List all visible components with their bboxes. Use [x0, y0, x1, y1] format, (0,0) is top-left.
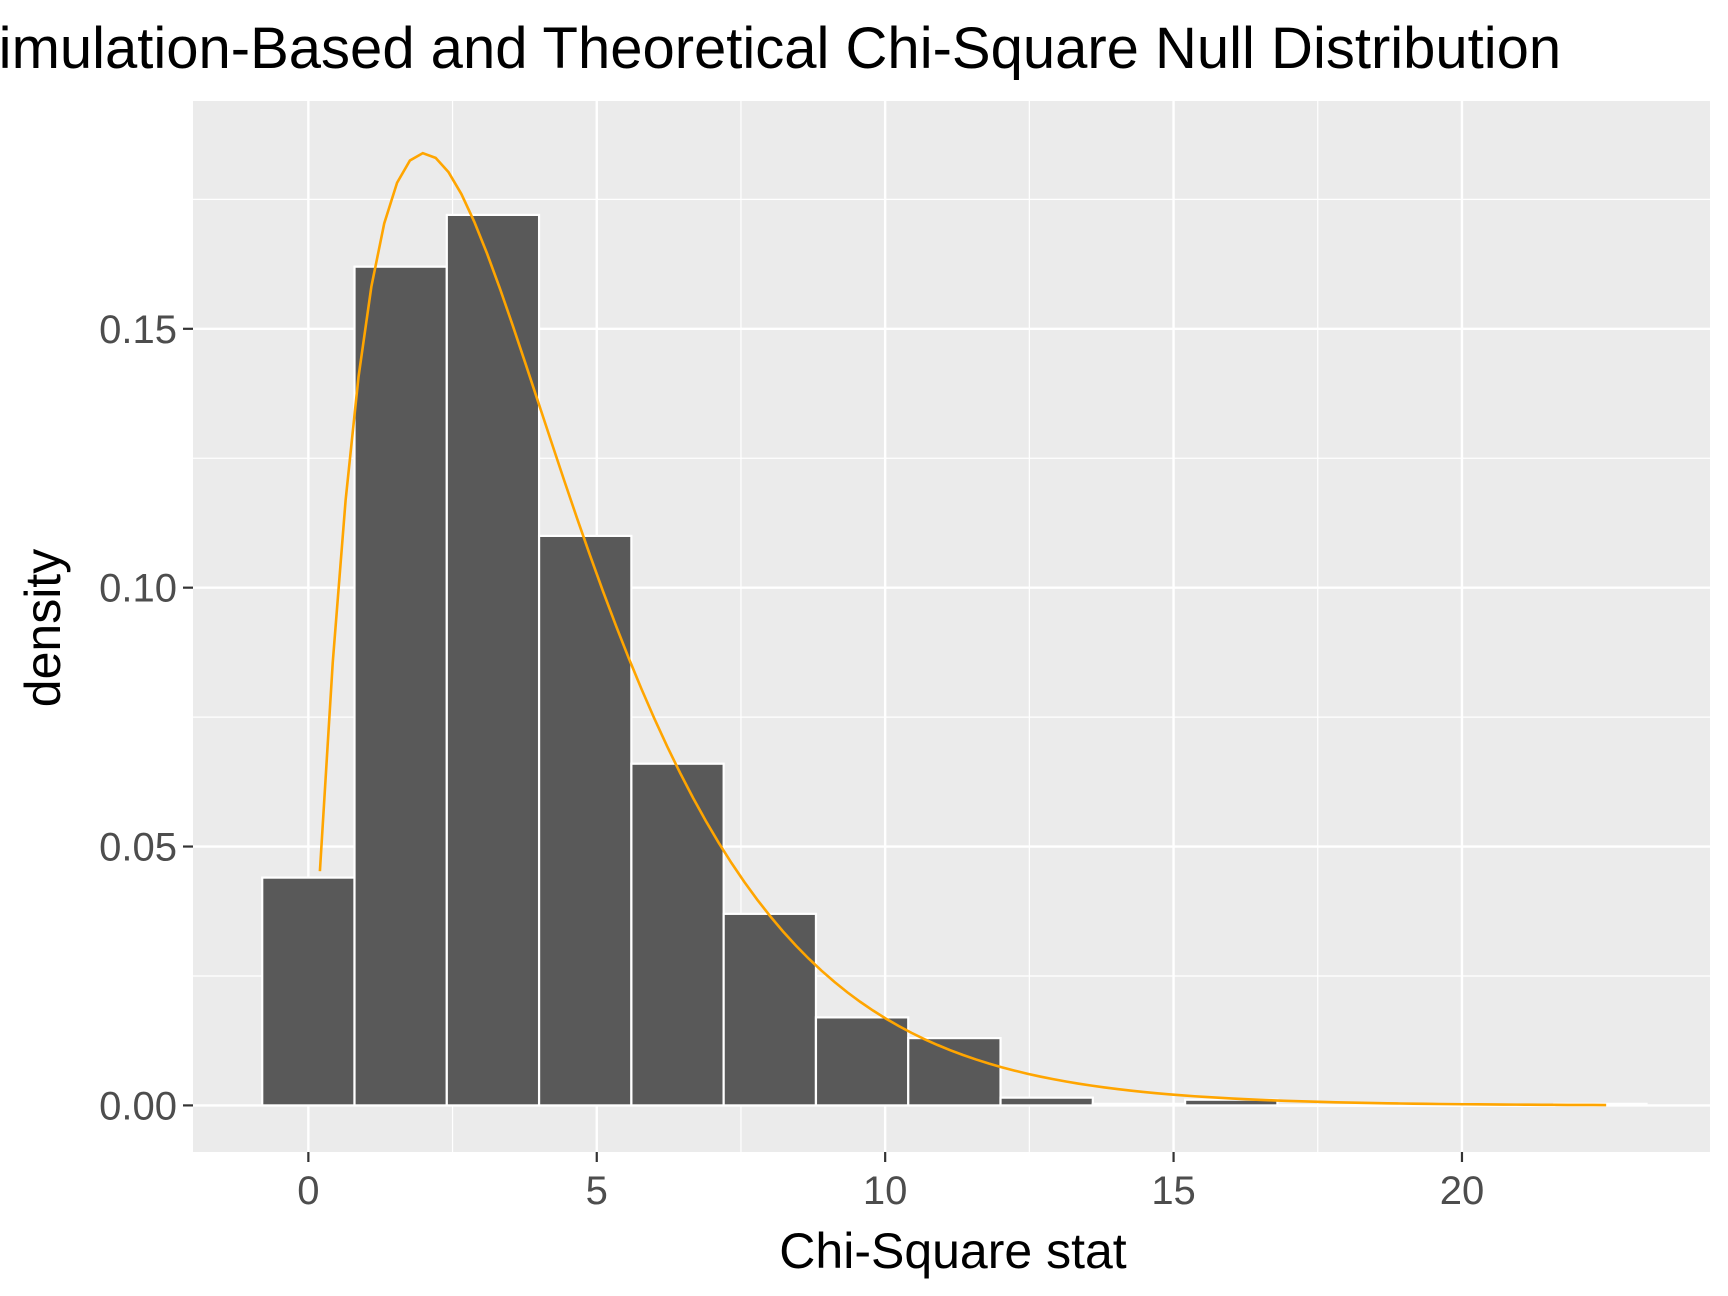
- y-tick-label: 0.00: [99, 1084, 177, 1128]
- histogram-bar: [353, 265, 448, 1107]
- histogram-bar: [999, 1096, 1094, 1107]
- y-tick-label: 0.10: [99, 567, 177, 611]
- histogram-bars: [261, 213, 1648, 1108]
- histogram-bar: [1091, 1102, 1187, 1107]
- histogram-bar: [814, 1016, 910, 1107]
- y-axis-label: density: [15, 549, 71, 707]
- histogram-bar: [445, 213, 541, 1107]
- x-tick-label: 0: [297, 1169, 319, 1213]
- histogram-bar: [1276, 1104, 1371, 1108]
- x-tick-label: 10: [863, 1169, 908, 1213]
- y-tick-label: 0.05: [99, 826, 177, 870]
- histogram-bar: [722, 912, 818, 1107]
- chart-title: Simulation-Based and Theoretical Chi-Squ…: [0, 16, 1561, 81]
- x-axis-label: Chi-Square stat: [779, 1223, 1126, 1279]
- histogram-bar: [537, 534, 633, 1107]
- y-axis: 0.00 0.05 0.10 0.15: [99, 308, 193, 1128]
- histogram-bar: [907, 1036, 1002, 1107]
- x-tick-label: 20: [1440, 1169, 1485, 1213]
- theoretical-density-curve: [318, 151, 1607, 1107]
- histogram-bar: [630, 762, 725, 1107]
- x-tick-label: 15: [1151, 1169, 1196, 1213]
- histogram-bar: [1368, 1104, 1464, 1108]
- histogram-bar: [261, 876, 356, 1107]
- x-axis: 0 5 10 15 20: [297, 1152, 1484, 1213]
- y-tick-label: 0.15: [99, 308, 177, 352]
- x-tick-label: 5: [586, 1169, 608, 1213]
